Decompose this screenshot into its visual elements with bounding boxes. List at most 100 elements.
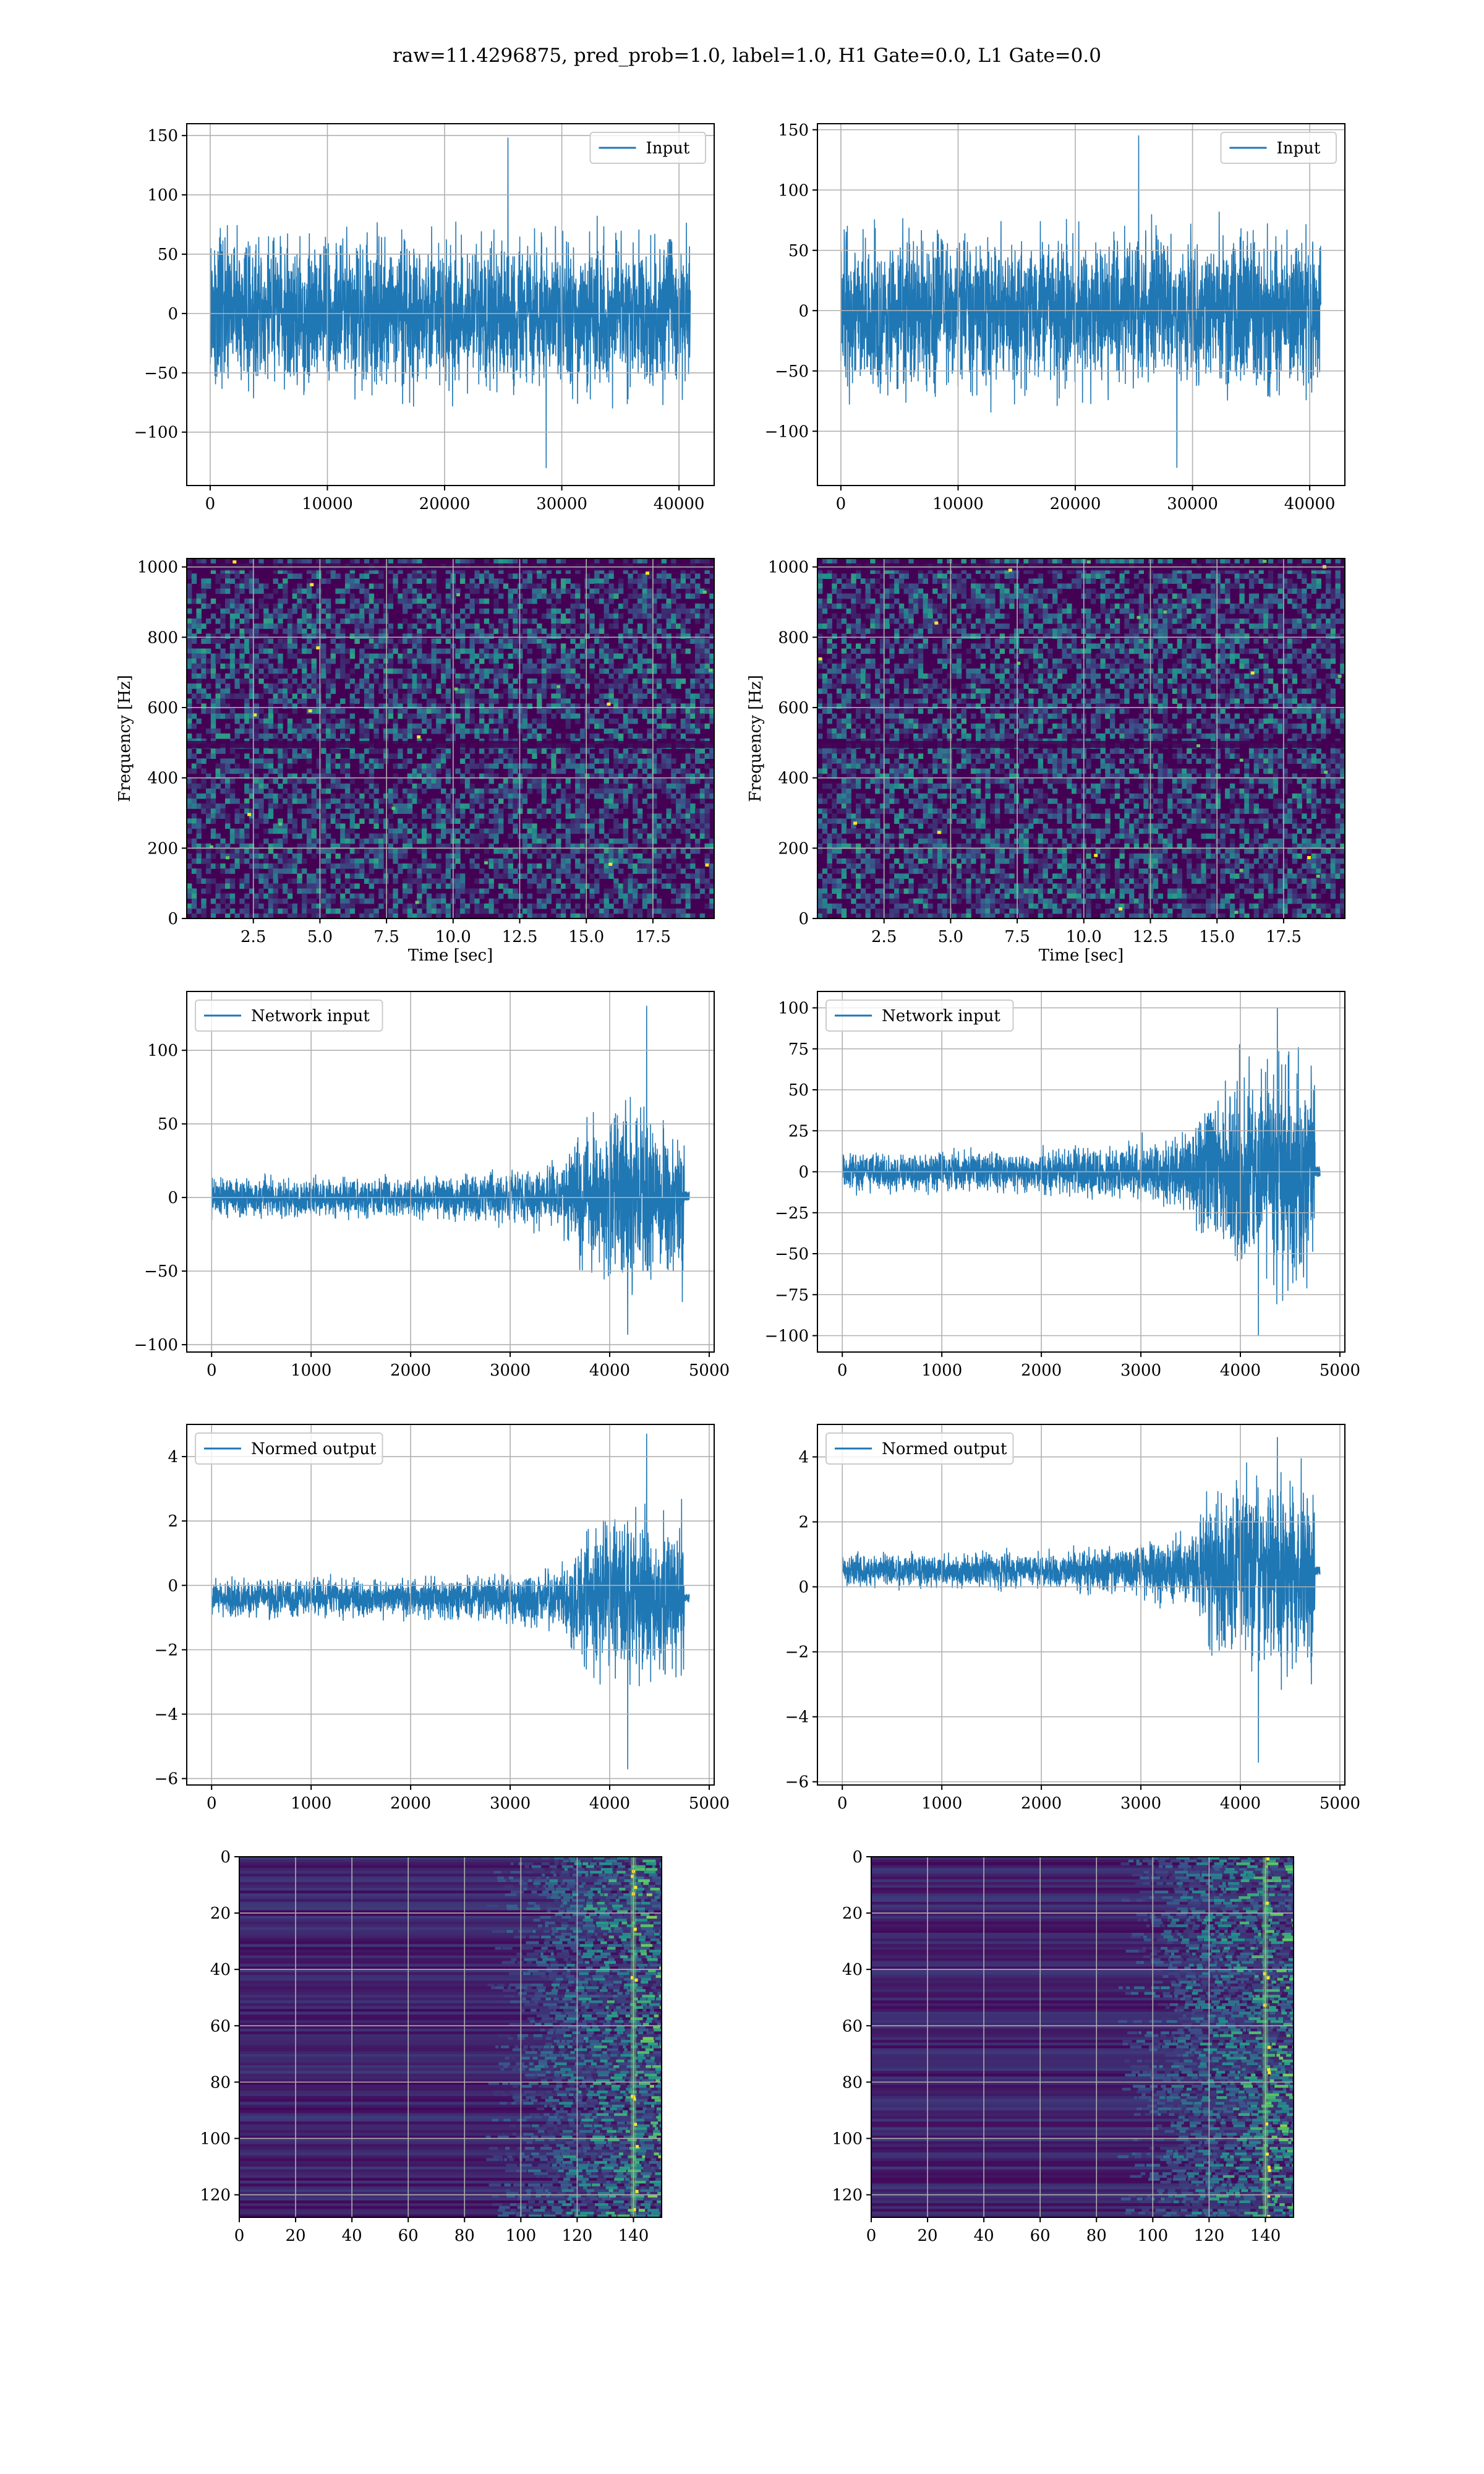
spectrogram-cell [633, 559, 638, 564]
spectrogram-cell [378, 903, 384, 909]
spectrogram-cell [268, 863, 274, 869]
spectrogram-cell [254, 893, 259, 899]
spectrogram-cell [666, 878, 672, 884]
spectrogram-cell [191, 763, 197, 769]
spectrogram-cell [311, 793, 317, 799]
spectrogram-cell [623, 628, 629, 634]
spectrogram-cell [856, 653, 861, 659]
spectrogram-cell [302, 773, 307, 779]
spectrogram-cell [709, 603, 714, 609]
spectrogram-cell [210, 788, 216, 794]
spectrogram-cell [311, 708, 317, 714]
spectrogram-cell [441, 693, 446, 699]
spectrogram-cell [579, 813, 586, 819]
spectrogram-cell [541, 613, 547, 619]
spectrogram-cell [508, 813, 513, 819]
spectrogram-cell [599, 723, 605, 729]
spectrogram-cell [431, 708, 437, 714]
spectrogram-cell [479, 653, 485, 659]
spectrogram-cell [479, 728, 485, 734]
spectrogram-cell [618, 853, 624, 859]
spectrogram-cell [191, 653, 197, 659]
spectrogram-cell [258, 678, 264, 684]
spectrogram-cell [551, 908, 556, 914]
spectrogram-cell [594, 718, 600, 724]
spectrogram-cell [556, 748, 561, 754]
spectrogram-cell [335, 873, 341, 879]
spectrogram-cell [254, 658, 259, 664]
spectrogram-cell [685, 798, 691, 804]
spectrogram-cell [695, 653, 701, 659]
spectrogram-cell [579, 603, 586, 609]
spectrogram-cell [254, 898, 259, 904]
spectrogram-cell [469, 653, 475, 659]
spectrogram-cell [292, 903, 297, 909]
spectrogram-cell [541, 828, 547, 834]
spectrogram-cell [321, 833, 326, 839]
spectrogram-cell [441, 678, 446, 684]
spectrogram-cell [354, 898, 360, 904]
spectrogram-cell [364, 878, 370, 884]
spectrogram-cell [229, 788, 236, 794]
spectrogram-cell [642, 608, 648, 614]
spectrogram-cell [398, 653, 403, 659]
spectrogram-cell [407, 718, 413, 724]
spectrogram-cell [637, 853, 643, 859]
spectrogram-cell [340, 708, 346, 714]
spectrogram-cell [330, 843, 336, 849]
spectrogram-cell [661, 698, 667, 704]
spectrogram-cell [709, 698, 714, 704]
spectrogram-cell [618, 708, 624, 714]
spectrogram-cell [388, 648, 394, 654]
spectrogram-cell [565, 758, 571, 764]
spectrogram-cell [541, 788, 547, 794]
spectrogram-cell [832, 733, 837, 739]
spectrogram-cell [206, 583, 211, 589]
spectrogram-cell [846, 658, 851, 664]
spectrogram-cell [570, 593, 576, 599]
spectrogram-cell [537, 783, 542, 789]
spectrogram-cell [431, 653, 437, 659]
spectrogram-cell [249, 728, 255, 734]
spectrogram-cell [283, 788, 288, 794]
spectrogram-cell [335, 808, 341, 814]
spectrogram-cell [584, 773, 590, 779]
spectrogram-cell [287, 758, 293, 764]
spectrogram-cell [417, 683, 422, 689]
spectrogram-cell [652, 578, 657, 584]
spectrogram-cell [556, 633, 561, 639]
spectrogram-cell [837, 903, 842, 909]
spectrogram-cell [584, 823, 590, 829]
spectrogram-cell [191, 713, 197, 719]
spectrogram-cell [856, 673, 861, 679]
spectrogram-cell [344, 648, 351, 654]
spectrogram-cell [508, 653, 513, 659]
spectrogram-cell [856, 623, 861, 629]
spectrogram-cell [244, 858, 250, 864]
spectrogram-cell [398, 733, 403, 739]
spectrogram-cell [278, 678, 283, 684]
spectrogram-cell [464, 828, 471, 834]
spectrogram-cell [398, 818, 403, 824]
spectrogram-cell [479, 578, 485, 584]
spectrogram-cell [311, 898, 317, 904]
spectrogram-cell [560, 688, 566, 694]
spectrogram-cell [187, 588, 192, 594]
spectrogram-cell [283, 703, 288, 709]
spectrogram-cell [817, 833, 823, 839]
spectrogram-cell [579, 783, 586, 789]
spectrogram-cell [599, 718, 605, 724]
spectrogram-cell [426, 658, 432, 664]
spectrogram-cell [541, 683, 547, 689]
spectrogram-cell [695, 678, 701, 684]
spectrogram-hotspot [607, 702, 611, 706]
spectrogram-cell [388, 578, 394, 584]
spectrogram-cell [234, 818, 240, 824]
spectrogram-cell [469, 678, 475, 684]
spectrogram-cell [263, 688, 269, 694]
spectrogram-cell [603, 603, 609, 609]
spectrogram-cell [417, 688, 422, 694]
spectrogram-cell [541, 688, 547, 694]
spectrogram-cell [187, 628, 192, 634]
spectrogram-cell [268, 803, 274, 809]
